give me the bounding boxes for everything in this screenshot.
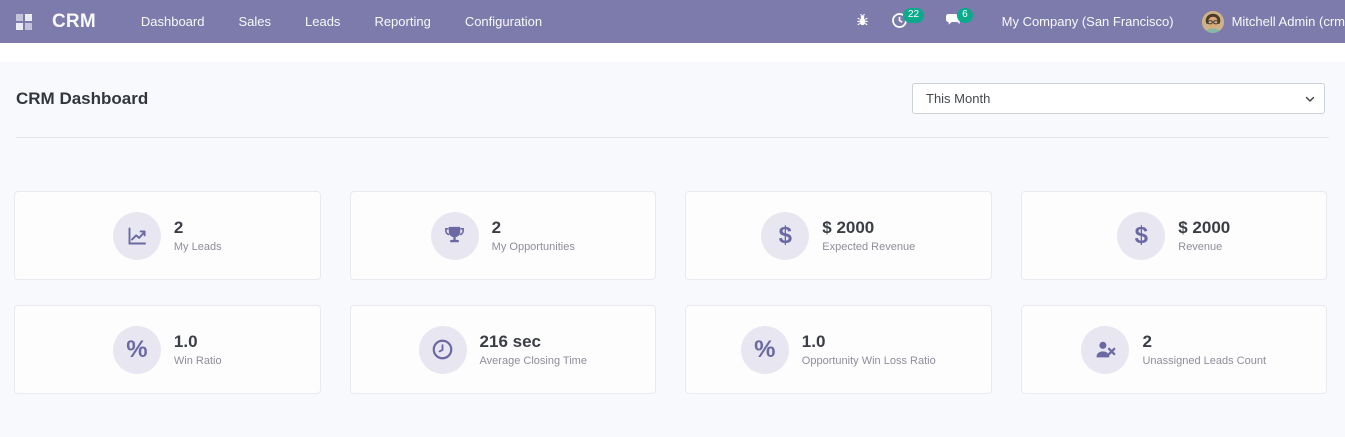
kpi-value: $ 2000 — [1178, 217, 1231, 237]
user-avatar — [1201, 10, 1224, 33]
user-times-icon — [1081, 325, 1130, 374]
kpi-card-opportunity-win-loss-ratio[interactable]: % 1.0 Opportunity Win Loss Ratio — [685, 305, 992, 394]
kpi-value: 1.0 — [801, 331, 826, 351]
kpi-label: My Leads — [173, 241, 222, 254]
kpi-label: Opportunity Win Loss Ratio — [801, 355, 936, 368]
activities-button[interactable]: 22 — [889, 8, 926, 36]
kpi-card-grid: 2 My Leads 2 My Opportunities $ $ 2000 Expecte… — [14, 191, 1327, 394]
kpi-label: Average Closing Time — [479, 355, 587, 368]
percent-icon: % — [740, 325, 789, 374]
kpi-label: Expected Revenue — [822, 241, 916, 254]
kpi-text: 2 Unassigned Leads Count — [1142, 332, 1266, 368]
period-filter: This Month — [912, 83, 1325, 114]
clock-icon — [418, 325, 467, 374]
bug-icon — [855, 12, 870, 31]
main-menu: Dashboard Sales Leads Reporting Configuratio… — [134, 10, 569, 33]
apps-menu-button[interactable] — [8, 6, 40, 38]
kpi-value: 2 — [173, 217, 184, 237]
kpi-label: Unassigned Leads Count — [1142, 355, 1267, 368]
kpi-text: 216 sec Average Closing Time — [480, 332, 587, 368]
kpi-card-revenue[interactable]: $ $ 2000 Revenue — [1020, 191, 1327, 280]
kpi-card-expected-revenue[interactable]: $ $ 2000 Expected Revenue — [685, 191, 992, 280]
apps-grid-icon — [16, 13, 32, 30]
control-panel-strip — [0, 43, 1345, 62]
menu-item-leads[interactable]: Leads — [305, 14, 341, 29]
kpi-card-average-closing-time[interactable]: 216 sec Average Closing Time — [349, 305, 656, 394]
kpi-text: 1.0 Opportunity Win Loss Ratio — [802, 332, 936, 368]
top-navbar: CRM Dashboard Sales Leads Reporting Configur… — [0, 0, 1345, 43]
dashboard-header: CRM Dashboard This Month — [0, 83, 1345, 114]
period-select[interactable]: This Month — [912, 83, 1325, 114]
percent-icon: % — [112, 325, 161, 374]
kpi-text: $ 2000 Expected Revenue — [822, 218, 915, 254]
company-switcher[interactable]: My Company (San Francisco) — [1001, 14, 1174, 29]
menu-item-reporting[interactable]: Reporting — [374, 14, 431, 29]
kpi-label: My Opportunities — [491, 241, 575, 254]
kpi-value: 2 — [491, 217, 502, 237]
kpi-text: 2 My Opportunities — [492, 218, 575, 254]
trophy-icon — [430, 211, 479, 260]
dollar-icon: $ — [1117, 211, 1166, 260]
user-name: Mitchell Admin (crm — [1231, 14, 1345, 29]
kpi-value: 1.0 — [173, 331, 198, 351]
message-count-badge: 6 — [957, 8, 973, 23]
kpi-card-unassigned-leads-count[interactable]: 2 Unassigned Leads Count — [1020, 305, 1327, 394]
kpi-value: 2 — [1142, 331, 1152, 351]
kpi-text: 1.0 Win Ratio — [174, 332, 222, 368]
menu-item-sales[interactable]: Sales — [238, 14, 272, 29]
activity-count-badge: 22 — [902, 8, 925, 23]
messages-button[interactable]: 6 — [943, 8, 975, 35]
kpi-label: Win Ratio — [173, 355, 222, 368]
page-title: CRM Dashboard — [16, 88, 149, 108]
kpi-card-win-ratio[interactable]: % 1.0 Win Ratio — [14, 305, 321, 394]
navbar-systray: 22 6 My Company (San Francisco) — [853, 8, 1345, 36]
line-chart-icon — [112, 211, 161, 260]
menu-item-configuration[interactable]: Configuration — [464, 14, 543, 29]
kpi-text: $ 2000 Revenue — [1178, 218, 1230, 254]
kpi-value: 216 sec — [479, 331, 541, 351]
dashboard-content: CRM Dashboard This Month 2 My Leads 2 My Op… — [0, 62, 1345, 394]
dollar-icon: $ — [761, 211, 810, 260]
header-divider — [16, 137, 1329, 138]
user-menu-button[interactable]: Mitchell Admin (crm — [1201, 10, 1345, 33]
menu-item-dashboard[interactable]: Dashboard — [140, 14, 205, 29]
kpi-label: Revenue — [1178, 241, 1223, 254]
kpi-text: 2 My Leads — [174, 218, 222, 254]
debug-mode-button[interactable] — [853, 8, 872, 35]
kpi-card-my-leads[interactable]: 2 My Leads — [14, 191, 321, 280]
kpi-card-my-opportunities[interactable]: 2 My Opportunities — [349, 191, 656, 280]
kpi-value: $ 2000 — [822, 217, 875, 237]
app-brand[interactable]: CRM — [52, 10, 96, 32]
